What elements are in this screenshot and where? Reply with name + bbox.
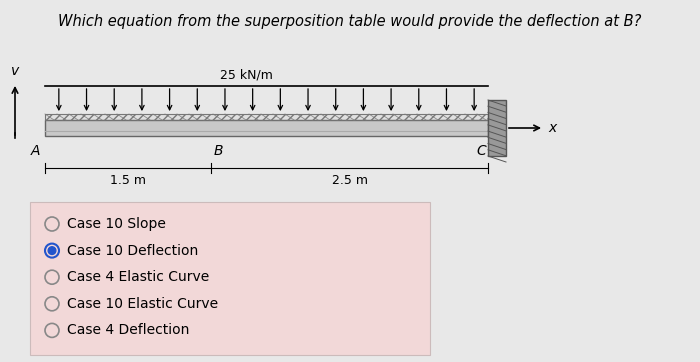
Text: x: x: [548, 121, 556, 135]
Bar: [45, 114, 488, 120]
Text: Case 4 Deflection: Case 4 Deflection: [67, 323, 190, 337]
Text: v: v: [11, 64, 19, 78]
Text: Case 10 Elastic Curve: Case 10 Elastic Curve: [67, 297, 218, 311]
Bar: [488, 100, 506, 156]
Circle shape: [48, 247, 56, 254]
Text: 25 kN/m: 25 kN/m: [220, 69, 273, 82]
Text: A: A: [31, 144, 40, 158]
Bar: [30, 202, 430, 355]
Text: 1.5 m: 1.5 m: [110, 174, 146, 187]
Text: Case 10 Deflection: Case 10 Deflection: [67, 244, 198, 258]
Text: C: C: [476, 144, 486, 158]
Bar: [45, 114, 488, 120]
Text: Case 4 Elastic Curve: Case 4 Elastic Curve: [67, 270, 209, 284]
Text: Which equation from the superposition table would provide the deflection at B?: Which equation from the superposition ta…: [58, 14, 642, 29]
Text: 2.5 m: 2.5 m: [332, 174, 368, 187]
Text: B: B: [213, 144, 223, 158]
Text: Case 10 Slope: Case 10 Slope: [67, 217, 166, 231]
Bar: [45, 120, 488, 136]
